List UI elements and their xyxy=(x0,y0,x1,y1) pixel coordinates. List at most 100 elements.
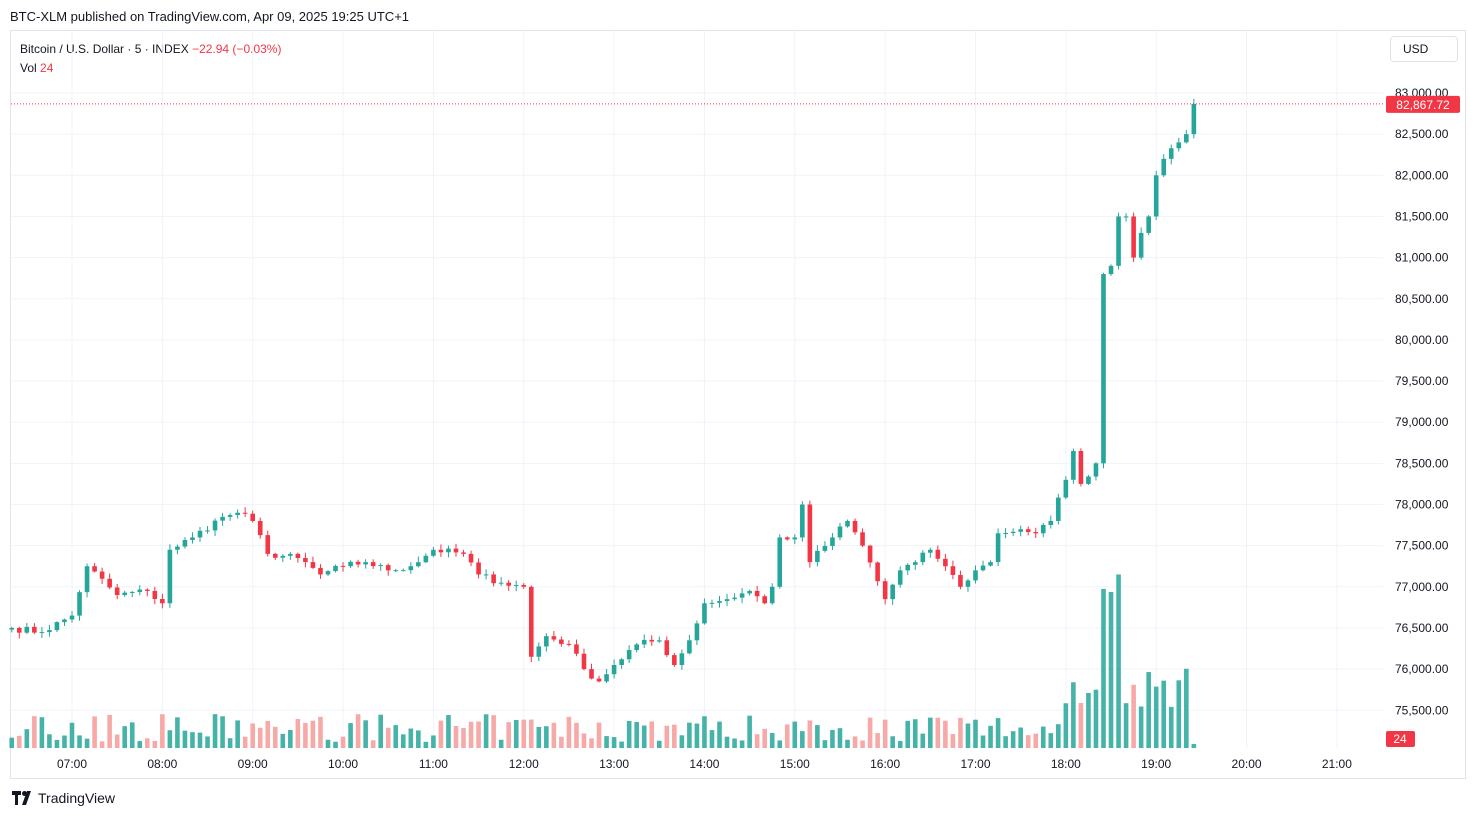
candle-body xyxy=(1138,232,1144,258)
volume-bar xyxy=(498,739,504,748)
x-tick-label: 19:00 xyxy=(1141,757,1171,771)
volume-bar xyxy=(920,733,926,748)
volume-bar xyxy=(559,736,564,748)
candle-body xyxy=(220,516,225,521)
candle-body xyxy=(69,615,75,620)
candle-body xyxy=(197,530,203,538)
x-tick-label: 09:00 xyxy=(238,757,268,771)
volume-bar xyxy=(958,717,963,748)
volume-bar xyxy=(687,722,692,748)
volume-bar xyxy=(709,730,715,748)
volume-bar xyxy=(303,722,308,748)
volume-bar xyxy=(107,714,112,748)
candle-body xyxy=(626,650,632,660)
volume-bar xyxy=(39,717,45,748)
volume-bar xyxy=(1131,684,1136,748)
candle-body xyxy=(1071,451,1076,480)
volume-bar xyxy=(928,717,933,748)
x-tick-label: 16:00 xyxy=(870,757,900,771)
volume-bar xyxy=(385,727,391,748)
y-tick-label: 78,500.00 xyxy=(1395,456,1449,470)
candle-body xyxy=(822,545,828,551)
volume-bar xyxy=(551,722,557,748)
candle-body xyxy=(227,515,233,517)
candle-body xyxy=(747,590,752,594)
x-tick-label: 10:00 xyxy=(328,757,358,771)
volume-bar xyxy=(1003,736,1008,748)
volume-bar xyxy=(769,732,775,748)
volume-bar xyxy=(536,726,542,748)
legend-change: −22.94 (−0.03%) xyxy=(192,42,282,56)
y-tick-label: 78,000.00 xyxy=(1395,498,1449,512)
tradingview-footer[interactable]: TradingView xyxy=(12,790,115,806)
legend-vol-value: 24 xyxy=(40,61,54,75)
candle-body xyxy=(574,644,579,654)
volume-bar xyxy=(762,728,767,748)
candle-body xyxy=(114,587,120,596)
candle-body xyxy=(897,570,903,585)
candle-body xyxy=(995,533,1001,563)
volume-bar xyxy=(182,730,188,748)
candle-body xyxy=(498,582,504,584)
volume-bar xyxy=(190,732,195,748)
volume-bar xyxy=(1146,672,1151,748)
candle-body xyxy=(190,537,195,540)
candle-body xyxy=(1153,175,1159,217)
candle-body xyxy=(702,603,707,624)
volume-bar xyxy=(988,725,993,748)
volume-bar xyxy=(506,722,511,748)
volume-bar xyxy=(528,719,534,748)
volume-bar xyxy=(852,736,858,748)
y-tick-label: 76,500.00 xyxy=(1395,621,1449,635)
currency-button[interactable]: USD xyxy=(1390,36,1458,62)
candle-body xyxy=(235,512,240,516)
volume-bar xyxy=(122,726,128,748)
candle-body xyxy=(1123,216,1129,218)
candle-body xyxy=(257,520,263,536)
candle-body xyxy=(506,582,511,586)
candle-body xyxy=(860,532,865,546)
candle-body xyxy=(792,537,798,540)
candle-body xyxy=(1116,216,1121,266)
y-tick-label: 77,500.00 xyxy=(1395,539,1449,553)
volume-bar xyxy=(129,722,135,748)
volume-bar xyxy=(250,723,255,748)
candle-body xyxy=(167,549,173,604)
candle-body xyxy=(694,623,700,641)
candle-body xyxy=(852,520,858,533)
volume-bar xyxy=(973,719,978,748)
candle-body xyxy=(400,570,406,572)
volume-bar xyxy=(227,738,233,748)
candle-body xyxy=(1078,451,1084,484)
candle-body xyxy=(611,664,617,675)
candle-body xyxy=(581,653,587,670)
volume-bar xyxy=(596,722,602,748)
candle-body xyxy=(980,565,986,571)
volume-bar xyxy=(393,725,399,748)
candle-body xyxy=(1086,476,1091,484)
volume-bar xyxy=(438,720,444,748)
x-tick-label: 20:00 xyxy=(1232,757,1262,771)
volume-bar xyxy=(114,734,120,748)
candle-body xyxy=(483,574,489,576)
candle-body xyxy=(935,549,941,559)
y-tick-label: 81,500.00 xyxy=(1395,209,1449,223)
candle-body xyxy=(664,640,670,656)
candle-body xyxy=(295,553,301,558)
candle-body xyxy=(1146,216,1151,233)
candle-body xyxy=(303,557,308,563)
volume-bar xyxy=(318,716,323,748)
volume-bar xyxy=(672,724,677,748)
candle-body xyxy=(679,653,685,665)
volume-bar xyxy=(589,738,594,748)
volume-bar xyxy=(912,719,918,748)
volume-bar xyxy=(792,721,798,748)
volume-bar xyxy=(822,740,828,748)
candle-body xyxy=(1093,463,1099,477)
x-tick-label: 15:00 xyxy=(780,757,810,771)
volume-bar xyxy=(777,740,783,748)
volume-bar xyxy=(453,725,459,748)
volume-bar xyxy=(845,739,850,748)
candle-body xyxy=(943,558,948,567)
